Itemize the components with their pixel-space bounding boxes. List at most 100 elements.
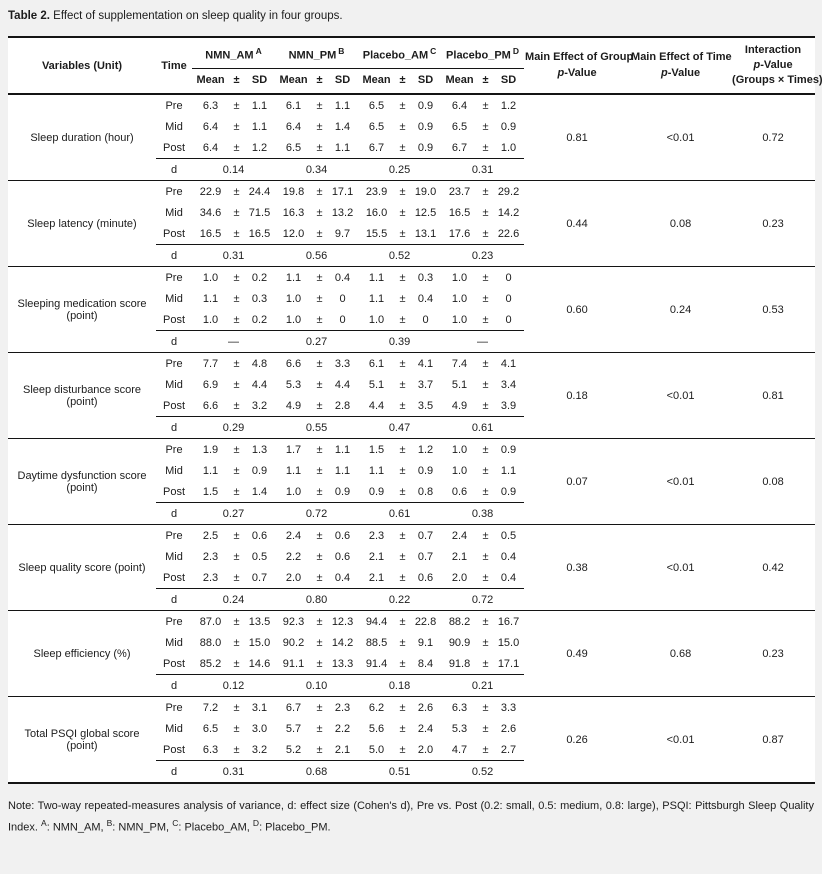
sd-value: 1.4 (251, 485, 268, 498)
mean-value: 5.6 (368, 722, 385, 735)
col-header-p-time: Main Effect of Time p-Value (630, 37, 732, 96)
group-superscript: C (430, 46, 437, 57)
plus-minus-icon: ± (399, 443, 406, 456)
time-label: Post (162, 743, 185, 756)
sd-value: 0.7 (251, 571, 268, 584)
plus-minus-icon: ± (233, 743, 240, 756)
mean-value: 5.3 (451, 722, 468, 735)
mean-value: 2.1 (368, 550, 385, 563)
time-label: Mid (165, 464, 183, 477)
group-name: Placebo_AM (362, 49, 429, 62)
sd-value: 0.4 (500, 571, 517, 584)
mean-value: 1.5 (202, 485, 219, 498)
time-label: Pre (165, 529, 183, 542)
sd-value: 0.5 (251, 550, 268, 563)
variable-name: Daytime dysfunction score (point) (8, 438, 156, 526)
data-row: Post 6.4 ±1.2 6.5 ±1.1 6.7 ±0.9 6.7 ±1.0 (8, 137, 815, 159)
time-label: Mid (165, 378, 183, 391)
mean-value: 6.4 (202, 120, 219, 133)
plus-minus-icon: ± (233, 636, 240, 649)
p-time-value: <0.01 (630, 94, 732, 182)
mean-value: 7.2 (202, 701, 219, 714)
variable-block: Daytime dysfunction score (point) Pre 1.9 ±… (8, 438, 816, 526)
mean-value: 85.2 (199, 657, 222, 670)
mean-value: 2.0 (285, 571, 302, 584)
d-value: 0.80 (275, 588, 359, 612)
plus-minus-icon: ± (233, 120, 240, 133)
plus-minus-icon: ± (482, 464, 489, 477)
plus-minus-icon: ± (482, 141, 489, 154)
p-interaction-value: 0.42 (731, 524, 816, 612)
mean-value: 1.1 (285, 271, 302, 284)
data-row: Mid 1.1 ±0.9 1.1 ±1.1 1.1 ±0.9 1.0 ±1.1 (8, 460, 815, 481)
mean-value: 5.7 (285, 722, 302, 735)
mean-value: 17.6 (448, 227, 471, 240)
mean-value: 1.1 (368, 271, 385, 284)
d-value: 0.23 (441, 244, 525, 268)
plus-minus-icon: ± (316, 550, 323, 563)
p-value-label: p-Value (557, 66, 597, 79)
variable-block: Sleep efficiency (%) Pre 87.0 ±13.5 92.3 ±12.… (8, 610, 816, 698)
interaction-title: Interaction (744, 43, 802, 56)
sd-value: 3.2 (251, 743, 268, 756)
sd-value: 12.3 (331, 615, 354, 628)
mean-value: 6.5 (451, 120, 468, 133)
d-label: d (156, 502, 192, 526)
sd-value: 2.0 (417, 743, 434, 756)
col-header-time: Time (156, 37, 192, 96)
col-header-sd: SD (410, 68, 442, 96)
mean-value: 88.2 (448, 615, 471, 628)
col-header-group-nmn-pm: NMN_PM B (275, 37, 359, 69)
mean-value: 1.0 (202, 313, 219, 326)
sd-value: 0.9 (251, 464, 268, 477)
plus-minus-icon: ± (399, 378, 406, 391)
sd-value: 3.3 (500, 701, 517, 714)
mean-value: 2.2 (285, 550, 302, 563)
col-header-group-placebo-am: Placebo_AM C (358, 37, 442, 69)
plus-minus-icon: ± (399, 313, 406, 326)
d-value: — (192, 330, 276, 354)
table-header: Variables (Unit) Time NMN_AM A NMN_PM B Pl… (8, 37, 822, 96)
sd-value: 0.4 (334, 571, 351, 584)
time-label: Mid (165, 292, 183, 305)
data-row: Mid 6.5 ±3.0 5.7 ±2.2 5.6 ±2.4 5.3 ±2.6 (8, 718, 815, 739)
d-value: 0.18 (358, 674, 442, 698)
plus-minus-icon: ± (233, 615, 240, 628)
note-superscript: B (106, 818, 113, 829)
table-title-text: Effect of supplementation on sleep quali… (53, 10, 343, 22)
plus-minus-icon: ± (399, 185, 406, 198)
group-superscript: D (512, 46, 519, 57)
time-label: Post (162, 227, 185, 240)
mean-value: 1.0 (202, 271, 219, 284)
mean-value: 6.1 (285, 99, 302, 112)
table-title: Table 2. Effect of supplementation on sl… (8, 10, 814, 22)
mean-value: 5.1 (451, 378, 468, 391)
sd-value: 0 (339, 292, 346, 305)
p-group-value: 0.49 (524, 610, 631, 698)
group-superscript: B (338, 46, 345, 57)
col-header-mean: Mean (358, 68, 396, 96)
time-label: Mid (165, 722, 183, 735)
time-label: Pre (165, 99, 183, 112)
sd-value: 14.2 (331, 636, 354, 649)
d-value: 0.31 (192, 760, 276, 785)
plus-minus-icon: ± (478, 68, 494, 96)
mean-value: 1.0 (451, 464, 468, 477)
sd-value: 0.9 (417, 141, 434, 154)
p-value-label: p-Value (660, 66, 701, 79)
plus-minus-icon: ± (233, 464, 240, 477)
mean-value: 88.0 (199, 636, 222, 649)
interaction-subtitle: (Groups × Times) (732, 74, 822, 87)
sd-value: 19.0 (414, 185, 437, 198)
time-label: Pre (165, 357, 183, 370)
mean-value: 1.1 (202, 292, 219, 305)
plus-minus-icon: ± (399, 99, 406, 112)
time-label: Pre (165, 443, 183, 456)
sd-value: 13.3 (331, 657, 354, 670)
plus-minus-icon: ± (233, 313, 240, 326)
sd-value: 2.1 (334, 743, 351, 756)
p-interaction-value: 0.81 (731, 352, 816, 440)
variable-block: Sleep duration (hour) Pre 6.3 ±1.1 6.1 ±1.1 6.… (8, 94, 816, 182)
sd-value: 0.9 (500, 485, 517, 498)
sd-value: 0.9 (500, 443, 517, 456)
